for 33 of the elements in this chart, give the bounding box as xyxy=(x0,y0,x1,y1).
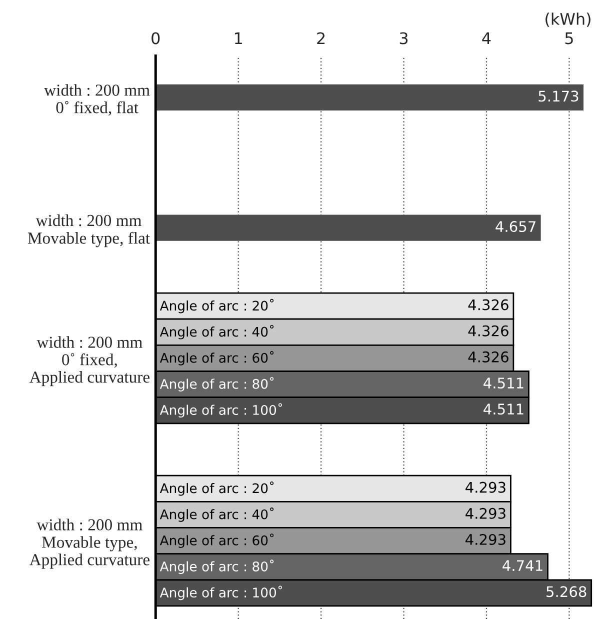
annotation: Angle of arc : 80˚ xyxy=(160,560,274,574)
annotation: Angle of arc : 20˚ xyxy=(160,298,274,314)
annotation: Angle of arc : 60˚ xyxy=(160,534,274,548)
annotation: Angle of arc : 100˚ xyxy=(160,403,282,418)
data-label: 5.268 xyxy=(546,586,586,598)
annotation: Angle of arc : 20˚ xyxy=(160,481,274,496)
x-tick-label: 2 xyxy=(317,32,325,44)
data-label: 4.293 xyxy=(466,508,506,519)
data-label: 4.511 xyxy=(484,404,524,415)
data-label: 4.326 xyxy=(468,325,508,336)
data-label: 4.293 xyxy=(466,482,506,493)
annotation: Angle of arc : 40˚ xyxy=(160,324,274,340)
y-tick-label: width : 200 mm 0˚ fixed, Applied curvature xyxy=(29,336,150,386)
x-axis-title: (kWh) xyxy=(546,12,590,27)
data-label: 4.326 xyxy=(468,351,508,362)
data-label: 4.657 xyxy=(496,221,536,232)
annotation: Angle of arc : 100˚ xyxy=(160,586,282,600)
data-label: 4.511 xyxy=(484,378,524,389)
y-tick-label: width : 200 mm Movable type, flat xyxy=(28,214,150,248)
data-label: 4.741 xyxy=(502,560,542,571)
x-tick-label: 3 xyxy=(400,32,408,44)
data-label: 4.326 xyxy=(468,299,508,310)
annotation: Angle of arc : 80˚ xyxy=(160,377,274,392)
x-tick-label: 1 xyxy=(235,32,242,44)
x-tick-label: 5 xyxy=(565,32,573,44)
y-tick-label: width : 200 mm 0˚ fixed, flat xyxy=(44,84,150,116)
annotation: Angle of arc : 40˚ xyxy=(160,508,274,522)
data-label: 4.293 xyxy=(466,534,506,545)
x-tick-label: 4 xyxy=(482,32,491,44)
annotation: Angle of arc : 60˚ xyxy=(160,351,274,366)
x-tick-label: 0 xyxy=(152,32,160,44)
data-label: 5.173 xyxy=(538,90,578,102)
y-tick-label: width : 200 mm Movable type, Applied curvature xyxy=(29,518,150,569)
